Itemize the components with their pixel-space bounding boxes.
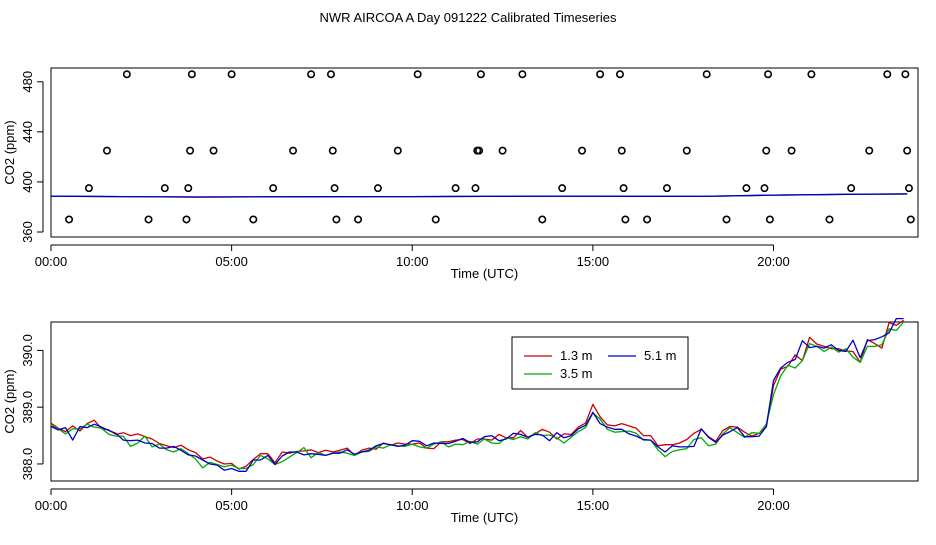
panel-1-x-tick-label: 15:00 [577, 254, 610, 269]
panel-1-scatter-point [558, 184, 567, 193]
panel-1-y-tick-label: 400 [20, 171, 35, 193]
panel-1-scatter-point [471, 184, 480, 193]
panel-1-scatter-point [903, 146, 912, 155]
panel-1-scatter-point [901, 70, 910, 79]
panel-1-scatter-point [144, 215, 153, 224]
panel-2-series-line-1 [50, 319, 904, 470]
panel-1-scatter-point [596, 70, 605, 79]
panel-1-scatter-point [619, 184, 628, 193]
panel-1-y-tick-label: 480 [20, 71, 35, 93]
panel-1-scatter-point [184, 184, 193, 193]
panel-1-scatter-point [787, 146, 796, 155]
panel-1-scatter-point [227, 70, 236, 79]
panel-1-y-tick-label: 440 [20, 121, 35, 143]
legend-label: 5.1 m [644, 348, 677, 363]
panel-1-scatter-point [65, 215, 74, 224]
panel-2-series-line-3 [50, 317, 904, 472]
panel-1-scatter-point [615, 70, 624, 79]
panel-1-scatter-point [476, 70, 485, 79]
panel-1-scatter-point [742, 184, 751, 193]
panel-1-scatter-point [160, 184, 169, 193]
top-panel: 00:00 05:00 10:00 15:00 20:00 Time (UTC) 360 40… [2, 67, 919, 281]
panel-1-scatter-point [883, 70, 892, 79]
panel-2-y-tick-label: 390.0 [20, 334, 35, 367]
panel-2-x-tick-label: 10:00 [396, 498, 429, 513]
panel-1-scatter-point [760, 184, 769, 193]
panel-1-scatter-point [269, 184, 278, 193]
panel-1-scatter-point [702, 70, 711, 79]
chart-title: NWR AIRCOA A Day 091222 Calibrated Times… [320, 10, 617, 25]
panel-1-y-tick-label: 360 [20, 221, 35, 243]
panel-1-scatter-point [764, 70, 773, 79]
panel-1-scatter-point [84, 184, 93, 193]
panel-1-scatter-point [475, 146, 484, 155]
panel-2-x-tick-label: 00:00 [35, 498, 68, 513]
panel-2-x-tick-label: 20:00 [757, 498, 790, 513]
panel-1-scatter-point [187, 70, 196, 79]
panel-1-x-tick-label: 00:00 [35, 254, 68, 269]
panel-1-scatter-point [904, 184, 913, 193]
panel-1-scatter-point [865, 146, 874, 155]
panel-2-plot-frame [50, 321, 919, 482]
panel-2-y-tick-label: 389.0 [20, 391, 35, 424]
panel-2-x-tick-label: 05:00 [215, 498, 248, 513]
panel-1-scatter-point [186, 146, 195, 155]
panel-2-series-line-2 [50, 321, 905, 470]
panel-1-scatter-point [122, 70, 131, 79]
panel-2-x-axis-label: Time (UTC) [451, 510, 518, 525]
panel-1-scatter-point [289, 146, 298, 155]
panel-1-scatter-point [825, 215, 834, 224]
panel-1-scatter-point [182, 215, 191, 224]
panel-1-scatter-point [393, 146, 402, 155]
panel-1-scatter-point [413, 70, 422, 79]
panel-1-scatter-point [431, 215, 440, 224]
panel-1-y-axis-label: CO2 (ppm) [2, 120, 17, 184]
panel-1-scatter-point [662, 184, 671, 193]
panel-1-scatter-point [249, 215, 258, 224]
panel-1-scatter-point [621, 215, 630, 224]
panel-1-scatter-point [765, 215, 774, 224]
panel-1-x-tick-label: 10:00 [396, 254, 429, 269]
panel-1-scatter-point [307, 70, 316, 79]
panel-2-y-axis-label: CO2 (ppm) [2, 369, 17, 433]
panel-1-scatter-point [906, 215, 915, 224]
legend-label: 1.3 m [560, 348, 593, 363]
bottom-panel: 00:00 05:00 10:00 15:00 20:00 Time (UTC) 388.0… [2, 317, 919, 525]
legend-label: 3.5 m [560, 366, 593, 381]
panel-1-scatter-point [722, 215, 731, 224]
panel-1-scatter-point [209, 146, 218, 155]
panel-1-scatter-point [498, 146, 507, 155]
panel-1-scatter-point [332, 215, 341, 224]
panel-1-scatter-point [643, 215, 652, 224]
panel-1-x-axis-label: Time (UTC) [451, 266, 518, 281]
panel-1-scatter-point [102, 146, 111, 155]
panel-2-y-tick-label: 388.0 [20, 448, 35, 481]
panel-1-scatter-point [682, 146, 691, 155]
panel-1-scatter-point [326, 70, 335, 79]
panel-1-scatter-point [847, 184, 856, 193]
panel-2-legend: 1.3 m 3.5 m 5.1 m [511, 336, 689, 390]
panel-1-x-tick-label: 20:00 [757, 254, 790, 269]
panel-1-x-tick-label: 05:00 [215, 254, 248, 269]
panel-1-scatter-point [518, 70, 527, 79]
panel-1-scatter-point [762, 146, 771, 155]
panel-1-scatter-point [578, 146, 587, 155]
panel-1-scatter-point [538, 215, 547, 224]
panel-1-scatter-point [617, 146, 626, 155]
panel-1-scatter-point [807, 70, 816, 79]
panel-2-x-tick-label: 15:00 [577, 498, 610, 513]
panel-1-scatter-point [354, 215, 363, 224]
panel-1-series-line-3 [50, 193, 908, 198]
panel-1-scatter-point [451, 184, 460, 193]
panel-1-scatter-point [373, 184, 382, 193]
panel-1-scatter-point [330, 184, 339, 193]
panel-1-plot-frame [50, 67, 919, 238]
panel-1-scatter-point [328, 146, 337, 155]
legend-box [511, 336, 689, 390]
